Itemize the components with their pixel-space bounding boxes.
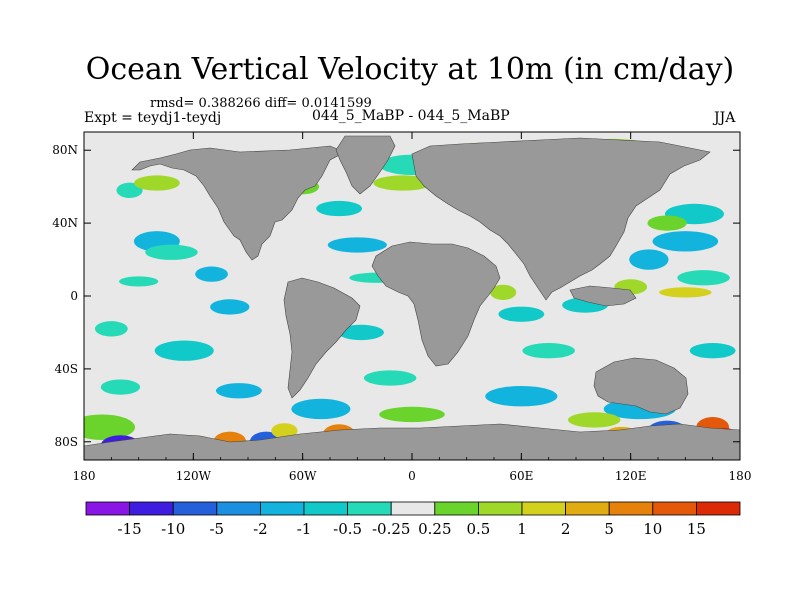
anomaly-patch xyxy=(379,406,445,423)
land-south-america xyxy=(283,277,361,399)
colorbar-swatch xyxy=(652,501,697,516)
land-africa xyxy=(371,241,501,367)
colorbar-swatch xyxy=(259,501,305,516)
x-tick-label: 180 xyxy=(73,469,96,483)
colorbar-label: -5 xyxy=(209,520,224,538)
colorbar-swatch xyxy=(565,501,610,516)
anomaly-patch xyxy=(291,398,351,420)
anomaly-patch xyxy=(118,276,159,287)
colorbar-swatch xyxy=(608,501,654,516)
x-tick-label: 180 xyxy=(729,469,752,483)
anomaly-patch xyxy=(145,244,198,260)
y-axis-ticks: 80N 40N 0 40S 80S xyxy=(52,143,740,449)
anomaly-patch xyxy=(485,386,558,407)
colorbar-swatch xyxy=(85,501,130,516)
anomaly-patch xyxy=(629,249,669,270)
colorbar-swatch xyxy=(303,501,348,516)
y-tick-label: 0 xyxy=(70,289,78,303)
x-tick-label: 120E xyxy=(615,469,647,483)
x-tick-label: 60E xyxy=(509,469,533,483)
y-tick-label: 40S xyxy=(55,362,79,376)
anomaly-patch xyxy=(195,266,228,282)
season-label: JJA xyxy=(714,110,736,126)
colorbar-label: 0.5 xyxy=(466,520,490,538)
y-tick-label: 80S xyxy=(55,435,79,449)
land-antarctica xyxy=(84,423,740,460)
anomaly-patch xyxy=(363,370,417,386)
land-greenland xyxy=(335,135,396,195)
anomaly-patch xyxy=(215,383,262,399)
colorbar-label: 0.25 xyxy=(418,520,451,538)
colorbar-swatch xyxy=(216,501,261,516)
colorbar-label: -10 xyxy=(161,520,185,538)
colorbar-swatch xyxy=(521,501,566,516)
y-tick-label: 40N xyxy=(52,216,78,230)
anomaly-patch xyxy=(647,215,687,231)
x-tick-label: 0 xyxy=(408,469,416,483)
anomaly-patch xyxy=(489,284,517,301)
land-australia xyxy=(593,357,689,415)
colorbar-label: -15 xyxy=(118,520,142,538)
x-axis-ticks: 180 120W 60W 0 60E 120E 180 xyxy=(73,132,752,483)
anomaly-patch xyxy=(677,270,730,286)
colorbar-label: -0.25 xyxy=(372,520,410,538)
colorbar-swatch xyxy=(696,501,741,516)
anomaly-patch xyxy=(338,324,384,341)
anomaly-patch xyxy=(154,340,214,361)
anomaly-patch xyxy=(84,414,136,440)
anomaly-patch xyxy=(659,287,712,298)
colorbar-label: 10 xyxy=(643,520,662,538)
anomaly-patch xyxy=(210,299,250,315)
colorbar-label: 5 xyxy=(604,520,614,538)
anomaly-patch xyxy=(652,231,719,252)
anomaly-patch xyxy=(567,412,621,428)
land-north-america xyxy=(131,145,346,261)
colorbar-swatch xyxy=(347,501,392,516)
anomaly-patch xyxy=(100,379,141,395)
colorbar-label: 1 xyxy=(517,520,527,538)
anomaly-patch xyxy=(327,237,387,253)
land-eurasia xyxy=(411,137,711,301)
colorbar-swatch xyxy=(129,501,174,516)
rmsd-diff-stats: rmsd= 0.388266 diff= 0.0141599 xyxy=(150,96,372,111)
land-masses xyxy=(84,135,740,460)
anomaly-patch xyxy=(689,343,736,359)
colorbar-swatch xyxy=(434,501,479,516)
colorbar-swatch xyxy=(172,501,218,516)
anomaly-patch xyxy=(271,423,298,439)
x-tick-label: 60W xyxy=(289,469,317,483)
x-tick-label: 120W xyxy=(176,469,212,483)
colorbar-swatch xyxy=(390,501,436,516)
anomaly-patch xyxy=(522,343,575,359)
colorbar-label: -1 xyxy=(297,520,312,538)
colorbar-label: -2 xyxy=(253,520,268,538)
anomaly-patch xyxy=(133,175,180,191)
anomaly-patch xyxy=(94,321,128,337)
colorbar-label: 2 xyxy=(561,520,571,538)
comparison-subtitle: 044_5_MaBP - 044_5_MaBP xyxy=(312,108,510,124)
colorbar-swatch xyxy=(477,501,523,516)
colorbar-label: 15 xyxy=(687,520,706,538)
map-title: Ocean Vertical Velocity at 10m (in cm/da… xyxy=(85,52,735,87)
colorbar: -15 -10 -5 -2 -1 -0.5 -0.25 0.25 0.5 1 2 5 10 15 xyxy=(85,501,741,538)
colorbar-label: -0.5 xyxy=(333,520,362,538)
land-indonesia xyxy=(569,285,637,307)
anomaly-patch xyxy=(498,306,545,322)
y-tick-label: 80N xyxy=(52,143,78,157)
anomaly-patch xyxy=(116,182,143,198)
anomaly-patch xyxy=(316,200,363,217)
experiment-label: Expt = teydj1-teydj xyxy=(84,110,222,126)
anomaly-patch xyxy=(373,175,433,191)
